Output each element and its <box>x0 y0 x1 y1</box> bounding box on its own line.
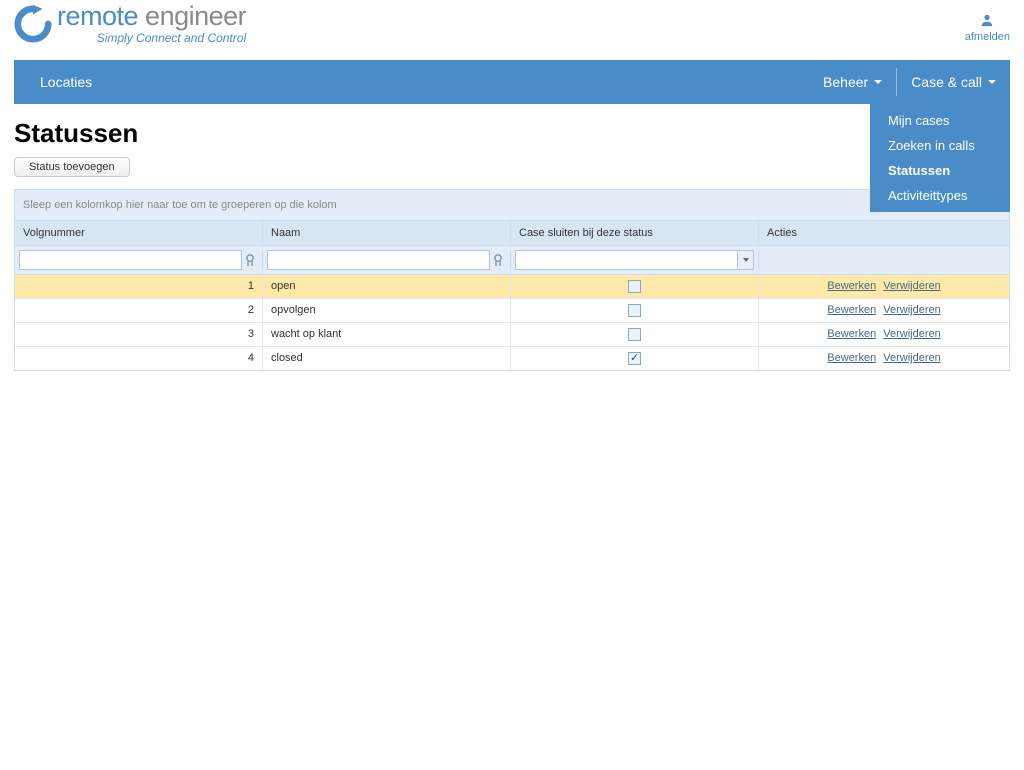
filter-name-input[interactable] <box>267 250 490 270</box>
nav-locations[interactable]: Locaties <box>28 74 104 90</box>
caret-icon <box>988 80 996 84</box>
table-row[interactable]: 1open Bewerken Verwijderen <box>15 275 1009 299</box>
user-menu[interactable]: afmelden <box>965 3 1010 43</box>
status-grid: Sleep een kolomkop hier naar toe om te g… <box>14 189 1010 371</box>
case-call-dropdown: Mijn casesZoeken in callsStatussenActivi… <box>870 104 1010 212</box>
checkbox-icon[interactable] <box>628 280 641 293</box>
filter-close-dropdown[interactable] <box>738 250 754 270</box>
checkbox-icon[interactable] <box>628 304 641 317</box>
nav-beheer[interactable]: Beheer <box>809 60 896 104</box>
logo-text: remote engineer <box>57 3 246 30</box>
header: remote engineer Simply Connect and Contr… <box>0 0 1024 60</box>
delete-link[interactable]: Verwijderen <box>883 352 940 364</box>
edit-link[interactable]: Bewerken <box>827 328 876 340</box>
cell-name: opvolgen <box>263 299 511 322</box>
dropdown-item[interactable]: Statussen <box>870 158 1010 183</box>
cell-name: closed <box>263 347 511 370</box>
cell-seq: 3 <box>15 323 263 346</box>
delete-link[interactable]: Verwijderen <box>883 280 940 292</box>
cell-actions: Bewerken Verwijderen <box>759 275 1009 298</box>
cell-seq: 4 <box>15 347 263 370</box>
cell-actions: Bewerken Verwijderen <box>759 299 1009 322</box>
edit-link[interactable]: Bewerken <box>827 304 876 316</box>
logo[interactable]: remote engineer Simply Connect and Contr… <box>14 3 246 45</box>
cell-close <box>511 275 759 298</box>
group-panel[interactable]: Sleep een kolomkop hier naar toe om te g… <box>15 190 1009 221</box>
col-header-seq[interactable]: Volgnummer <box>15 221 263 245</box>
grid-filter-row <box>15 246 1009 275</box>
col-header-actions: Acties <box>759 221 1009 245</box>
nav-case-call[interactable]: Case & call <box>897 60 1010 104</box>
cell-name: wacht op klant <box>263 323 511 346</box>
dropdown-item[interactable]: Mijn cases <box>870 108 1010 133</box>
col-header-close[interactable]: Case sluiten bij deze status <box>511 221 759 245</box>
user-icon <box>980 13 994 27</box>
logo-tagline: Simply Connect and Control <box>57 31 246 45</box>
cell-close <box>511 347 759 370</box>
checkbox-icon[interactable] <box>628 352 641 365</box>
table-row[interactable]: 4closed Bewerken Verwijderen <box>15 347 1009 370</box>
delete-link[interactable]: Verwijderen <box>883 328 940 340</box>
cell-seq: 2 <box>15 299 263 322</box>
cell-name: open <box>263 275 511 298</box>
add-status-button[interactable]: Status toevoegen <box>14 157 130 177</box>
table-row[interactable]: 3wacht op klant Bewerken Verwijderen <box>15 323 1009 347</box>
edit-link[interactable]: Bewerken <box>827 352 876 364</box>
dropdown-item[interactable]: Zoeken in calls <box>870 133 1010 158</box>
filter-icon[interactable] <box>492 253 506 267</box>
edit-link[interactable]: Bewerken <box>827 280 876 292</box>
filter-seq-input[interactable] <box>19 250 242 270</box>
dropdown-item[interactable]: Activiteittypes <box>870 183 1010 208</box>
cell-actions: Bewerken Verwijderen <box>759 347 1009 370</box>
logo-icon <box>14 5 52 43</box>
cell-close <box>511 323 759 346</box>
checkbox-icon[interactable] <box>628 328 641 341</box>
delete-link[interactable]: Verwijderen <box>883 304 940 316</box>
navbar: Locaties Beheer Case & call <box>14 60 1010 104</box>
col-header-name[interactable]: Naam <box>263 221 511 245</box>
filter-close-input[interactable] <box>515 250 738 270</box>
cell-seq: 1 <box>15 275 263 298</box>
filter-icon[interactable] <box>244 253 258 267</box>
cell-close <box>511 299 759 322</box>
logout-link[interactable]: afmelden <box>965 31 1010 43</box>
grid-header: Volgnummer Naam Case sluiten bij deze st… <box>15 221 1009 246</box>
table-row[interactable]: 2opvolgen Bewerken Verwijderen <box>15 299 1009 323</box>
caret-icon <box>874 80 882 84</box>
cell-actions: Bewerken Verwijderen <box>759 323 1009 346</box>
page-title: Statussen <box>14 118 1010 149</box>
